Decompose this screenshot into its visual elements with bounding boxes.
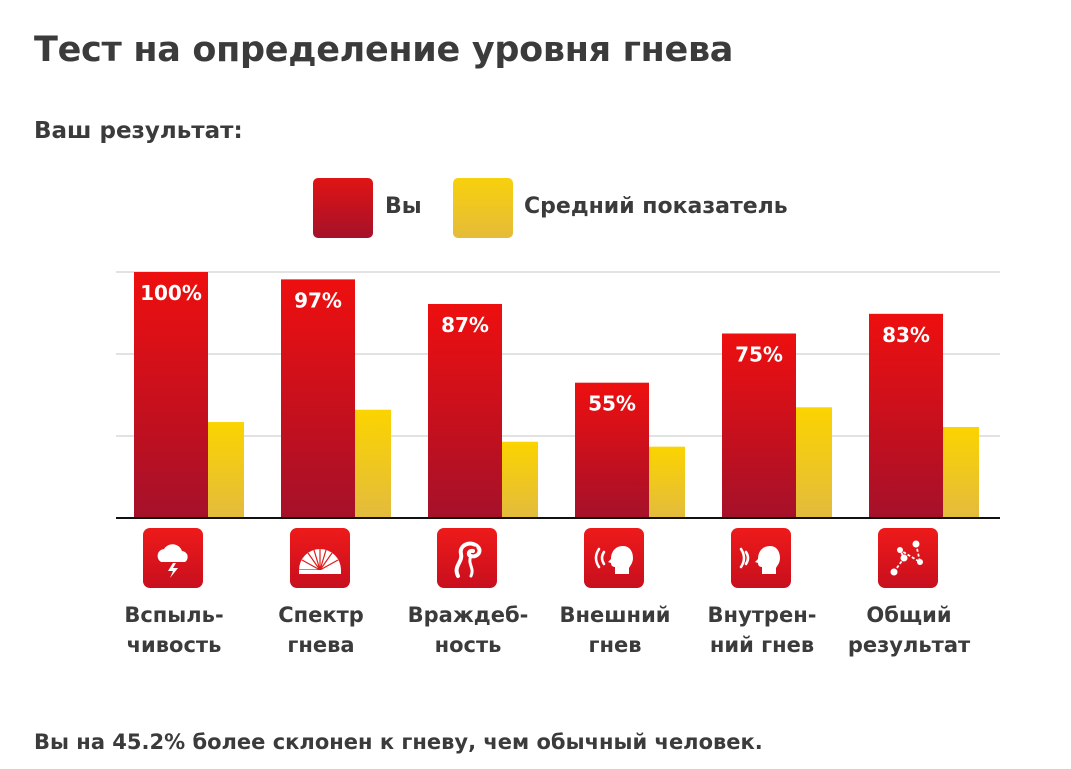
bar-you — [722, 333, 796, 518]
result-subtitle: Ваш результат: — [34, 118, 243, 144]
bar-you — [281, 279, 355, 518]
legend-swatch-you — [313, 178, 373, 238]
bar-average — [355, 409, 391, 518]
bar-average — [649, 446, 685, 518]
category-label: Общий результат — [847, 603, 971, 657]
legend-label-you: Вы — [385, 194, 422, 219]
bar-value-label: 83% — [882, 323, 930, 347]
category-label: Спектр гнева — [278, 603, 364, 657]
speaking-head-icon — [731, 528, 791, 588]
spectrum-fan-icon — [290, 528, 350, 588]
bar-average — [502, 441, 538, 518]
category-label: Враждеб-ность — [407, 603, 529, 657]
result-summary: Вы на 45.2% более склонен к гневу, чем о… — [34, 730, 763, 754]
bar-you — [869, 313, 943, 518]
bar-chart: 100% 97% 87% 55% 75% 83% — [116, 271, 1000, 519]
category-label: Внутрен-ний гнев — [707, 603, 817, 657]
storm-cloud-icon — [143, 528, 203, 588]
bar-average — [208, 422, 244, 518]
legend-swatch-average — [453, 178, 513, 238]
bar-value-label: 87% — [441, 313, 489, 337]
legend-label-average: Средний показатель — [524, 194, 788, 219]
connected-dots-icon — [878, 528, 938, 588]
serpent-icon — [437, 528, 497, 588]
category-label: Вспыль-чивость — [124, 603, 224, 657]
bar-average — [796, 407, 832, 518]
bar-value-label: 100% — [140, 281, 202, 305]
bar-average — [943, 426, 979, 518]
page-title: Тест на определение уровня гнева — [34, 30, 734, 70]
bar-you — [428, 303, 502, 518]
bar-value-label: 75% — [735, 343, 783, 367]
bar-you — [575, 382, 649, 518]
bar-value-label: 97% — [294, 288, 342, 312]
shouting-head-icon — [584, 528, 644, 588]
category-label: Внешний гнев — [559, 603, 671, 657]
bar-value-label: 55% — [588, 392, 636, 416]
bar-you — [134, 272, 208, 518]
